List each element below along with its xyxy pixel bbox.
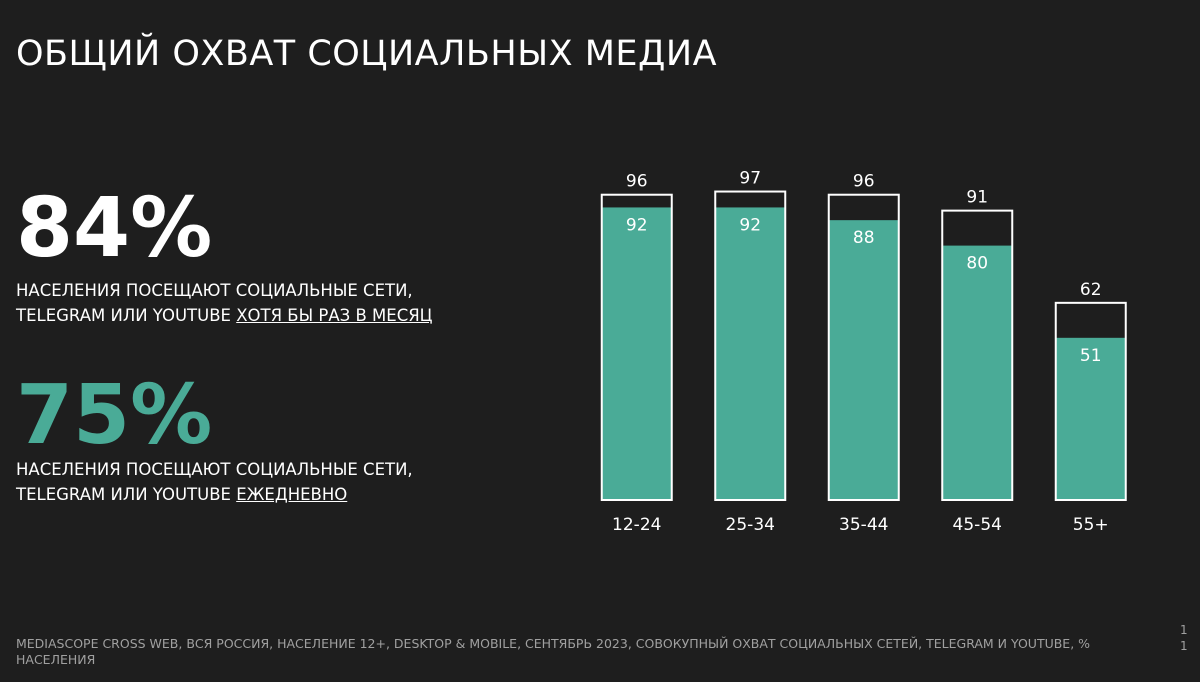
value-label: 97 xyxy=(739,169,761,189)
bar-daily xyxy=(828,220,899,500)
footnote: MEDIASCOPE CROSS WEB, ВСЯ РОССИЯ, НАСЕЛЕ… xyxy=(16,636,1091,667)
stat-value: 75% xyxy=(16,368,213,463)
bar-monthly xyxy=(941,209,1014,501)
bar-daily xyxy=(715,207,786,500)
bar-daily xyxy=(942,245,1013,500)
value-label: 91 xyxy=(966,188,988,208)
stat-text: НАСЕЛЕНИЯ ПОСЕЩАЮТ СОЦИАЛЬНЫЕ СЕТИ, TELE… xyxy=(16,278,433,328)
bar-monthly xyxy=(600,193,673,501)
x-tick-label: 25-34 xyxy=(726,515,775,535)
value-label: 62 xyxy=(1080,280,1102,300)
stat-text: НАСЕЛЕНИЯ ПОСЕЩАЮТ СОЦИАЛЬНЫЕ СЕТИ, TELE… xyxy=(16,457,413,507)
value-label: 92 xyxy=(739,215,761,235)
bar-monthly xyxy=(827,193,900,501)
stat-emphasis: ХОТЯ БЫ РАЗ В МЕСЯЦ xyxy=(236,306,433,325)
bar-daily xyxy=(601,207,672,500)
x-tick-label: 35-44 xyxy=(839,515,888,535)
bar-monthly xyxy=(1054,301,1127,501)
stat-line: TELEGRAM ИЛИ YOUTUBE xyxy=(16,485,231,504)
stat-line: TELEGRAM ИЛИ YOUTUBE xyxy=(16,306,231,325)
stat-line: НАСЕЛЕНИЯ ПОСЕЩАЮТ СОЦИАЛЬНЫЕ СЕТИ, xyxy=(16,281,413,300)
value-label: 96 xyxy=(853,172,875,192)
value-label: 96 xyxy=(626,172,648,192)
title: ОБЩИЙ ОХВАТ СОЦИАЛЬНЫХ МЕДИА xyxy=(16,34,718,74)
stat-value: 84% xyxy=(16,181,213,276)
value-label: 80 xyxy=(966,254,988,274)
value-label: 88 xyxy=(853,228,875,248)
bar-daily xyxy=(1055,337,1126,500)
x-tick-label: 12-24 xyxy=(612,515,661,535)
bar-monthly xyxy=(714,190,787,501)
x-tick-label: 55+ xyxy=(1073,515,1109,535)
value-label: 51 xyxy=(1080,346,1102,366)
stat-line: НАСЕЛЕНИЯ ПОСЕЩАЮТ СОЦИАЛЬНЫЕ СЕТИ, xyxy=(16,460,413,479)
value-label: 92 xyxy=(626,215,648,235)
page-number: 11 xyxy=(1180,623,1188,653)
stat-emphasis: ЕЖЕДНЕВНО xyxy=(236,485,348,504)
x-tick-label: 45-54 xyxy=(953,515,1002,535)
